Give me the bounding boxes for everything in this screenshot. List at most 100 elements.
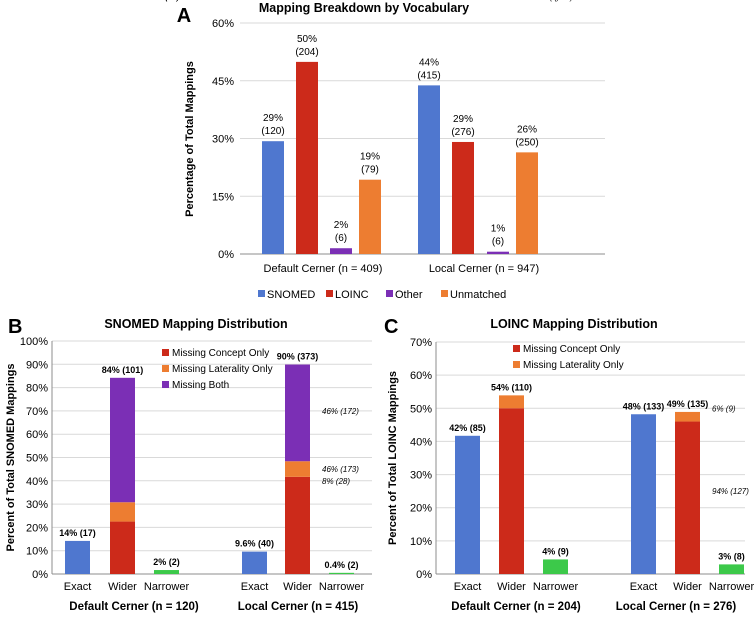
chart-b-segment-label: 8% (28) bbox=[322, 477, 350, 486]
chart-c-segment-label: 93% (102) bbox=[536, 0, 573, 2]
chart-a-data-label: 44% bbox=[419, 57, 439, 68]
chart-b-bar-wider-missing-concept bbox=[285, 476, 310, 574]
chart-b-bar-wider-missing-laterality bbox=[285, 461, 310, 477]
chart-c-bar-total-label: 49% (135) bbox=[667, 399, 709, 409]
chart-c-y-tick: 10% bbox=[410, 536, 432, 548]
chart-a-data-count: (276) bbox=[451, 127, 474, 138]
legend-label-unmatched: Unmatched bbox=[450, 289, 506, 301]
legend-label-other: Other bbox=[395, 289, 423, 301]
chart-a-y-tick: 30% bbox=[212, 134, 234, 146]
chart-c-legend-swatch-missing-concept bbox=[513, 345, 520, 352]
chart-b-x-tick: Narrower bbox=[319, 581, 365, 593]
chart-a-title: Mapping Breakdown by Vocabulary bbox=[259, 1, 469, 15]
chart-c-segment-label: 94% (127) bbox=[712, 487, 749, 496]
chart-b-y-tick: 70% bbox=[26, 406, 48, 418]
chart-c-y-tick: 70% bbox=[410, 337, 432, 349]
chart-c-y-tick: 30% bbox=[410, 470, 432, 482]
chart-b-bar-total-label: 2% (2) bbox=[153, 557, 180, 567]
chart-a-data-label: 29% bbox=[263, 113, 283, 124]
chart-b-bar-total-label: 90% (373) bbox=[277, 352, 319, 362]
chart-b-y-tick: 100% bbox=[20, 336, 48, 348]
chart-a-y-label: Percentage of Total Mappings bbox=[184, 61, 196, 217]
chart-a-bar-loinc bbox=[296, 61, 318, 255]
chart-a-data-label: 19% bbox=[360, 152, 380, 163]
chart-a-data-count: (250) bbox=[515, 137, 538, 148]
chart-b-x-tick: Exact bbox=[241, 581, 269, 593]
chart-a-bar-snomed bbox=[262, 141, 284, 254]
chart-c-bar-narrower-narrower bbox=[719, 564, 744, 574]
panel-label-a: A bbox=[177, 5, 191, 27]
chart-a-x-tick: Local Cerner (n = 947) bbox=[429, 263, 539, 275]
chart-c-y-tick: 60% bbox=[410, 370, 432, 382]
chart-b-bar-total-label: 9.6% (40) bbox=[235, 539, 274, 549]
legend-label-snomed: SNOMED bbox=[267, 289, 315, 301]
chart-a-y-tick: 0% bbox=[218, 249, 234, 261]
chart-a-bar-loinc bbox=[452, 141, 474, 254]
chart-b-x-tick: Narrower bbox=[144, 581, 190, 593]
chart-c-bar-total-label: 42% (85) bbox=[449, 423, 486, 433]
chart-c-legend-label: Missing Concept Only bbox=[523, 344, 620, 355]
chart-b-y-tick: 50% bbox=[26, 453, 48, 465]
legend-swatch-other bbox=[386, 290, 393, 297]
chart-b-legend-label: Missing Laterality Only bbox=[172, 364, 273, 375]
chart-b-y-label: Percent of Total SNOMED Mappings bbox=[5, 363, 17, 551]
chart-a-bar-unmatched bbox=[359, 179, 381, 254]
chart-b-title: SNOMED Mapping Distribution bbox=[104, 317, 287, 331]
chart-c-x-tick: Exact bbox=[630, 581, 658, 593]
chart-c-bar-wider-missing-laterality bbox=[675, 411, 700, 422]
legend-label-loinc: LOINC bbox=[335, 289, 369, 301]
chart-a-y-tick: 45% bbox=[212, 76, 234, 88]
chart-c-y-label: Percent of Total LOINC Mappings bbox=[387, 371, 399, 545]
chart-b-y-tick: 20% bbox=[26, 522, 48, 534]
chart-b-legend-label: Missing Concept Only bbox=[172, 348, 269, 359]
chart-b-bar-narrower-narrower bbox=[154, 570, 179, 574]
chart-c-bar-total-label: 48% (133) bbox=[623, 401, 665, 411]
chart-b-legend-label: Missing Both bbox=[172, 380, 229, 391]
chart-c-group-label: Local Cerner (n = 276) bbox=[616, 601, 737, 613]
chart-c-bar-wider-missing-concept bbox=[499, 408, 524, 574]
chart-b-bar-total-label: 84% (101) bbox=[102, 365, 144, 375]
chart-a-bar-snomed bbox=[418, 85, 440, 255]
chart-b-x-tick: Exact bbox=[64, 581, 92, 593]
chart-c-bar-exact-exact bbox=[455, 435, 480, 574]
chart-b-bar-wider-missing-concept bbox=[110, 521, 135, 574]
chart-b-bar-total-label: 0.4% (2) bbox=[324, 560, 358, 570]
chart-b-y-tick: 0% bbox=[32, 569, 48, 581]
chart-c-y-tick: 40% bbox=[410, 436, 432, 448]
panel-label-c: C bbox=[384, 316, 398, 338]
chart-a-data-label: 26% bbox=[517, 124, 537, 135]
chart-b-segment-label: 46% (173) bbox=[322, 465, 359, 474]
chart-b-x-tick: Wider bbox=[108, 581, 137, 593]
chart-b-x-tick: Wider bbox=[283, 581, 312, 593]
chart-b-bar-wider-missing-laterality bbox=[110, 502, 135, 522]
chart-b-legend-swatch-missing-both bbox=[162, 381, 169, 388]
chart-a-bar-other bbox=[487, 251, 509, 254]
legend-swatch-loinc bbox=[326, 290, 333, 297]
chart-c-bar-wider-missing-laterality bbox=[499, 395, 524, 409]
chart-a-data-count: (415) bbox=[417, 70, 440, 81]
chart-b-y-tick: 60% bbox=[26, 429, 48, 441]
chart-c-title: LOINC Mapping Distribution bbox=[490, 317, 657, 331]
chart-c-y-tick: 20% bbox=[410, 503, 432, 515]
chart-a-data-label: 2% bbox=[334, 220, 349, 231]
chart-a-data-label: 29% bbox=[453, 114, 473, 125]
chart-b-y-tick: 30% bbox=[26, 499, 48, 511]
chart-b-y-tick: 10% bbox=[26, 546, 48, 558]
chart-b-y-tick: 80% bbox=[26, 383, 48, 395]
chart-b-bar-wider-missing-both bbox=[285, 364, 310, 462]
chart-c-x-tick: Wider bbox=[673, 581, 702, 593]
chart-c-bar-narrower-narrower bbox=[543, 559, 568, 574]
chart-b-segment-label: 10% (10) bbox=[147, 0, 180, 2]
chart-a-bar-other bbox=[330, 248, 352, 254]
chart-c-x-tick: Narrower bbox=[709, 581, 755, 593]
chart-c-bar-total-label: 54% (110) bbox=[491, 382, 532, 392]
chart-b-segment-label: 27% (27) bbox=[146, 0, 180, 2]
chart-b-bar-exact-exact bbox=[65, 540, 90, 574]
chart-a-data-count: (120) bbox=[261, 126, 284, 137]
chart-a-data-count: (79) bbox=[361, 165, 379, 176]
chart-b-bar-total-label: 14% (17) bbox=[59, 528, 96, 538]
chart-c-x-tick: Narrower bbox=[533, 581, 579, 593]
chart-c-legend-label: Missing Laterality Only bbox=[523, 360, 624, 371]
panel-label-b: B bbox=[8, 316, 22, 338]
